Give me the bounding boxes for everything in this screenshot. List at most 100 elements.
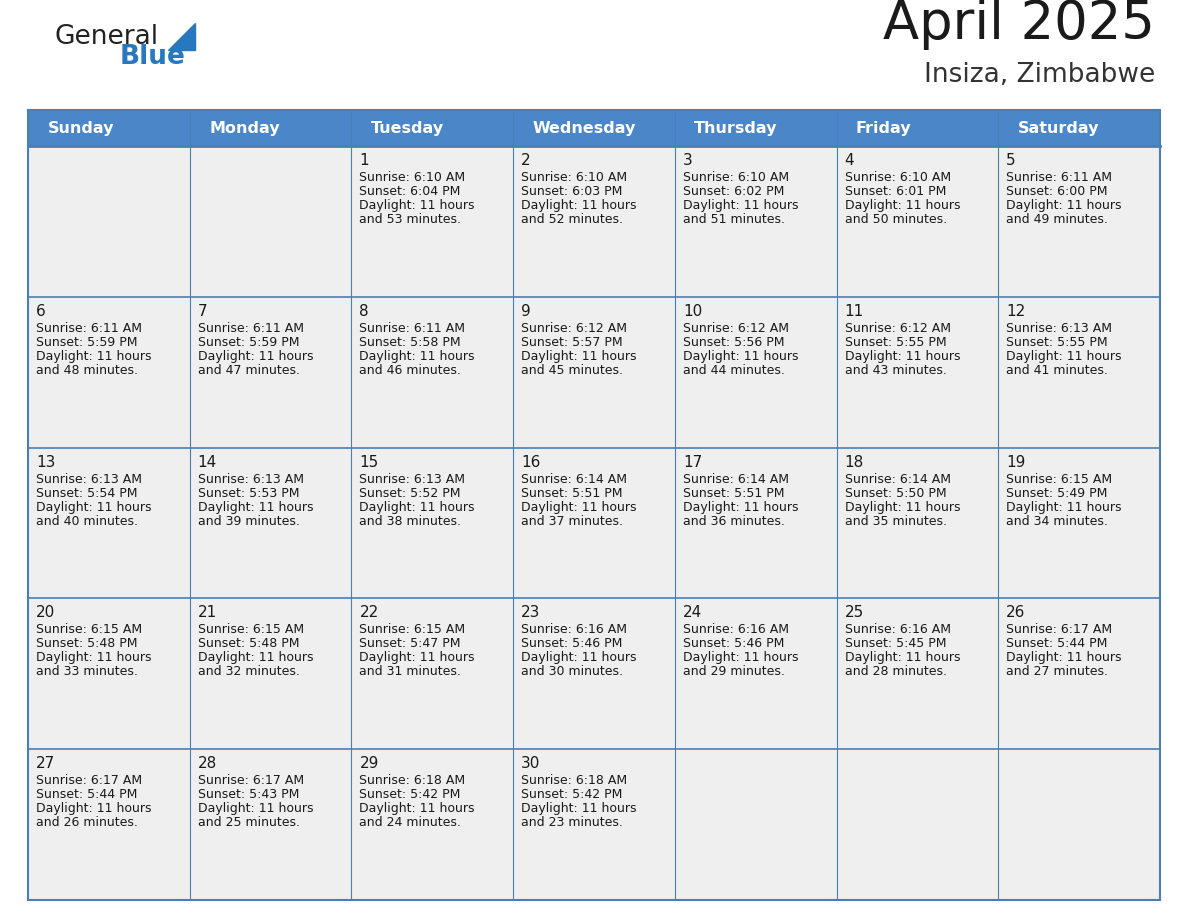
Text: Sunset: 5:59 PM: Sunset: 5:59 PM [197, 336, 299, 349]
Text: 19: 19 [1006, 454, 1025, 470]
Text: and 23 minutes.: and 23 minutes. [522, 816, 623, 829]
Text: Sunrise: 6:11 AM: Sunrise: 6:11 AM [1006, 171, 1112, 184]
Text: and 24 minutes.: and 24 minutes. [360, 816, 461, 829]
Text: 23: 23 [522, 605, 541, 621]
Text: Daylight: 11 hours: Daylight: 11 hours [1006, 199, 1121, 212]
Text: Daylight: 11 hours: Daylight: 11 hours [36, 802, 152, 815]
Text: Daylight: 11 hours: Daylight: 11 hours [845, 350, 960, 363]
Text: and 30 minutes.: and 30 minutes. [522, 666, 624, 678]
Text: Sunrise: 6:12 AM: Sunrise: 6:12 AM [522, 322, 627, 335]
Text: Blue: Blue [120, 44, 185, 70]
Text: Sunset: 6:02 PM: Sunset: 6:02 PM [683, 185, 784, 198]
Text: Daylight: 11 hours: Daylight: 11 hours [522, 199, 637, 212]
Text: Sunrise: 6:16 AM: Sunrise: 6:16 AM [683, 623, 789, 636]
Text: Daylight: 11 hours: Daylight: 11 hours [683, 500, 798, 513]
Text: and 51 minutes.: and 51 minutes. [683, 213, 785, 226]
Text: 7: 7 [197, 304, 208, 319]
Text: 21: 21 [197, 605, 217, 621]
Text: Daylight: 11 hours: Daylight: 11 hours [360, 500, 475, 513]
Text: Sunrise: 6:10 AM: Sunrise: 6:10 AM [360, 171, 466, 184]
Text: Sunset: 5:52 PM: Sunset: 5:52 PM [360, 487, 461, 499]
Text: 24: 24 [683, 605, 702, 621]
Text: 1: 1 [360, 153, 369, 168]
Text: Sunset: 5:42 PM: Sunset: 5:42 PM [360, 789, 461, 801]
Text: Sunrise: 6:11 AM: Sunrise: 6:11 AM [197, 322, 304, 335]
Text: and 40 minutes.: and 40 minutes. [36, 515, 138, 528]
Text: and 27 minutes.: and 27 minutes. [1006, 666, 1108, 678]
Text: 3: 3 [683, 153, 693, 168]
Text: Sunrise: 6:17 AM: Sunrise: 6:17 AM [36, 774, 143, 788]
Text: Sunset: 5:55 PM: Sunset: 5:55 PM [1006, 336, 1108, 349]
Text: Sunrise: 6:16 AM: Sunrise: 6:16 AM [522, 623, 627, 636]
Text: and 39 minutes.: and 39 minutes. [197, 515, 299, 528]
Text: 26: 26 [1006, 605, 1025, 621]
Text: Daylight: 11 hours: Daylight: 11 hours [36, 350, 152, 363]
Text: Sunset: 5:51 PM: Sunset: 5:51 PM [683, 487, 784, 499]
Text: 15: 15 [360, 454, 379, 470]
Text: Daylight: 11 hours: Daylight: 11 hours [683, 199, 798, 212]
Text: Sunset: 5:53 PM: Sunset: 5:53 PM [197, 487, 299, 499]
Text: Sunrise: 6:18 AM: Sunrise: 6:18 AM [360, 774, 466, 788]
Text: 10: 10 [683, 304, 702, 319]
Polygon shape [168, 23, 195, 50]
Text: Sunset: 5:55 PM: Sunset: 5:55 PM [845, 336, 946, 349]
Text: Insiza, Zimbabwe: Insiza, Zimbabwe [924, 62, 1155, 88]
Text: Sunset: 5:47 PM: Sunset: 5:47 PM [360, 637, 461, 650]
Text: Sunday: Sunday [48, 120, 114, 136]
Text: Friday: Friday [857, 120, 911, 136]
Text: 9: 9 [522, 304, 531, 319]
Text: Sunset: 5:43 PM: Sunset: 5:43 PM [197, 789, 299, 801]
Text: Sunset: 5:51 PM: Sunset: 5:51 PM [522, 487, 623, 499]
Text: 4: 4 [845, 153, 854, 168]
Text: and 35 minutes.: and 35 minutes. [845, 515, 947, 528]
Text: Sunrise: 6:13 AM: Sunrise: 6:13 AM [360, 473, 466, 486]
Text: Sunrise: 6:17 AM: Sunrise: 6:17 AM [197, 774, 304, 788]
Text: and 25 minutes.: and 25 minutes. [197, 816, 299, 829]
Text: Daylight: 11 hours: Daylight: 11 hours [522, 802, 637, 815]
Text: Sunset: 5:50 PM: Sunset: 5:50 PM [845, 487, 946, 499]
Text: and 33 minutes.: and 33 minutes. [36, 666, 138, 678]
Text: and 52 minutes.: and 52 minutes. [522, 213, 624, 226]
Bar [29, 146, 1159, 297]
Text: and 53 minutes.: and 53 minutes. [360, 213, 461, 226]
Text: and 49 minutes.: and 49 minutes. [1006, 213, 1108, 226]
Text: and 44 minutes.: and 44 minutes. [683, 364, 785, 376]
Text: Daylight: 11 hours: Daylight: 11 hours [845, 652, 960, 665]
Text: Sunrise: 6:15 AM: Sunrise: 6:15 AM [360, 623, 466, 636]
Text: 2: 2 [522, 153, 531, 168]
Text: Wednesday: Wednesday [532, 120, 636, 136]
Text: 27: 27 [36, 756, 56, 771]
Text: Sunset: 6:04 PM: Sunset: 6:04 PM [360, 185, 461, 198]
Text: Sunset: 6:03 PM: Sunset: 6:03 PM [522, 185, 623, 198]
Text: Daylight: 11 hours: Daylight: 11 hours [683, 350, 798, 363]
Text: Sunrise: 6:17 AM: Sunrise: 6:17 AM [1006, 623, 1112, 636]
Text: 18: 18 [845, 454, 864, 470]
Text: Monday: Monday [209, 120, 279, 136]
Text: and 48 minutes.: and 48 minutes. [36, 364, 138, 376]
Text: General: General [55, 24, 159, 50]
Text: 17: 17 [683, 454, 702, 470]
Text: Daylight: 11 hours: Daylight: 11 hours [1006, 500, 1121, 513]
Text: Sunrise: 6:12 AM: Sunrise: 6:12 AM [683, 322, 789, 335]
Text: Sunrise: 6:15 AM: Sunrise: 6:15 AM [1006, 473, 1112, 486]
Text: Daylight: 11 hours: Daylight: 11 hours [522, 350, 637, 363]
Text: 6: 6 [36, 304, 46, 319]
Text: Sunrise: 6:13 AM: Sunrise: 6:13 AM [1006, 322, 1112, 335]
Text: 12: 12 [1006, 304, 1025, 319]
Text: 13: 13 [36, 454, 56, 470]
Text: 25: 25 [845, 605, 864, 621]
Text: 16: 16 [522, 454, 541, 470]
Text: Sunset: 5:48 PM: Sunset: 5:48 PM [197, 637, 299, 650]
Text: Saturday: Saturday [1018, 120, 1099, 136]
Text: Sunset: 5:49 PM: Sunset: 5:49 PM [1006, 487, 1107, 499]
Text: Tuesday: Tuesday [371, 120, 444, 136]
Text: Sunset: 5:59 PM: Sunset: 5:59 PM [36, 336, 138, 349]
Text: Daylight: 11 hours: Daylight: 11 hours [845, 199, 960, 212]
Text: 29: 29 [360, 756, 379, 771]
Text: and 32 minutes.: and 32 minutes. [197, 666, 299, 678]
Text: 5: 5 [1006, 153, 1016, 168]
Text: and 29 minutes.: and 29 minutes. [683, 666, 785, 678]
Text: Sunrise: 6:18 AM: Sunrise: 6:18 AM [522, 774, 627, 788]
Text: and 34 minutes.: and 34 minutes. [1006, 515, 1108, 528]
Text: and 47 minutes.: and 47 minutes. [197, 364, 299, 376]
